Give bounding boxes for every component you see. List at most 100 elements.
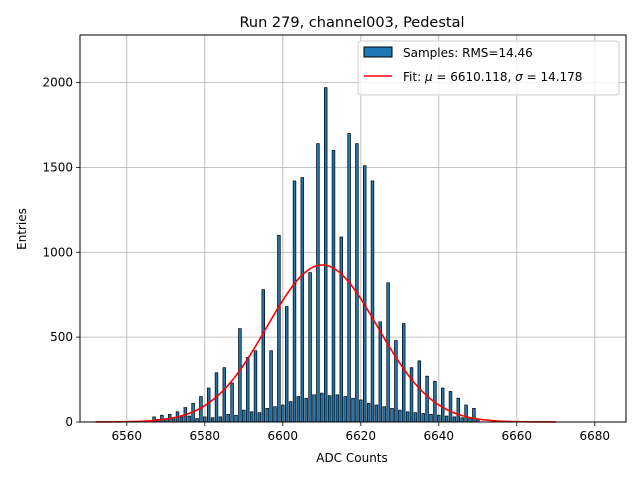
- histogram-bar: [281, 404, 285, 423]
- histogram-bar: [253, 350, 258, 423]
- histogram-bar: [409, 367, 414, 423]
- histogram-bar: [382, 406, 386, 423]
- legend: Samples: RMS=14.46 Fit: μ = 6610.118, σ …: [357, 40, 620, 96]
- histogram-bar: [374, 404, 379, 423]
- histogram-bar: [401, 323, 406, 423]
- histogram-bar: [226, 414, 230, 423]
- histogram-bar: [257, 412, 262, 423]
- y-tick-label: 1500: [42, 160, 73, 174]
- histogram-bar: [366, 402, 371, 423]
- histogram-bar: [160, 414, 164, 423]
- histogram-bar: [335, 394, 340, 423]
- histogram-bar: [343, 396, 347, 423]
- histogram-bar: [292, 180, 297, 423]
- histogram-bar: [394, 340, 398, 423]
- histogram-bar: [359, 399, 363, 423]
- x-tick-label: 6580: [190, 429, 221, 443]
- histogram-bar: [222, 367, 227, 423]
- histogram-bar: [425, 375, 429, 423]
- histogram-bar: [210, 417, 215, 423]
- histogram-bar: [413, 412, 418, 423]
- y-tick-label: 1000: [42, 245, 73, 259]
- histogram-bar: [421, 413, 425, 423]
- histogram-bar: [230, 382, 234, 423]
- x-tick-label: 6620: [346, 429, 377, 443]
- histogram-bar: [378, 321, 383, 423]
- histogram-bar: [273, 406, 277, 423]
- x-axis-ticks: 6560 6580 6600 6620 6640 6660 6680: [112, 422, 611, 443]
- legend-mu-symbol: μ: [424, 70, 433, 84]
- y-axis-ticks: 0 500 1000 1500 2000: [42, 76, 80, 429]
- x-axis-label: ADC Counts: [316, 451, 388, 465]
- histogram-bar: [288, 401, 293, 423]
- chart-title: Run 279, channel003, Pedestal: [239, 15, 464, 31]
- x-tick-label: 6560: [112, 429, 143, 443]
- histogram-bar: [249, 411, 254, 423]
- grid-lines: [80, 35, 626, 423]
- histogram-bar: [456, 397, 461, 423]
- legend-sigma-symbol: σ: [515, 70, 523, 84]
- histogram-bar: [429, 414, 433, 423]
- histogram-bar: [437, 414, 441, 423]
- histogram-bar: [417, 360, 422, 423]
- histogram-bar: [370, 180, 375, 423]
- histogram-bar: [327, 395, 332, 423]
- histogram-bar: [261, 289, 266, 423]
- histogram-bar: [320, 392, 324, 423]
- legend-sigma-value: = 14.178: [523, 70, 583, 84]
- histogram-bar: [448, 391, 453, 423]
- histogram-bar: [238, 328, 242, 423]
- histogram-bar: [472, 408, 476, 423]
- histogram-bar: [206, 387, 211, 423]
- plot-frame: [79, 34, 627, 423]
- histogram-bar: [398, 409, 402, 423]
- histogram-bar: [355, 143, 359, 423]
- legend-box: [357, 40, 620, 96]
- histogram-bar: [405, 411, 410, 423]
- histogram-bar: [339, 236, 344, 423]
- histogram-bar: [386, 282, 390, 423]
- histogram-bar: [316, 143, 320, 423]
- histogram-bar: [195, 418, 199, 423]
- gaussian-fit-line: [95, 264, 556, 423]
- histogram-bar: [245, 357, 250, 423]
- histogram-bar: [304, 397, 308, 423]
- y-tick-label: 2000: [42, 76, 73, 90]
- histogram-bar: [440, 387, 445, 423]
- histogram-bar: [218, 416, 223, 423]
- histogram-bar: [323, 87, 328, 423]
- legend-fit-prefix: Fit:: [403, 70, 425, 84]
- histogram-bar: [362, 165, 367, 423]
- histogram-bar: [351, 397, 355, 423]
- histogram-bar: [234, 414, 238, 423]
- histogram-bar: [187, 415, 191, 423]
- y-tick-label: 500: [50, 330, 73, 344]
- x-tick-label: 6640: [424, 429, 455, 443]
- legend-samples-swatch: [363, 46, 393, 58]
- legend-samples-label: Samples: RMS=14.46: [403, 46, 533, 60]
- histogram-bar: [265, 408, 269, 423]
- y-tick-label: 0: [65, 415, 73, 429]
- histogram-bar: [179, 416, 184, 423]
- histogram-bar: [308, 272, 312, 423]
- histogram-bar: [390, 408, 394, 423]
- histogram-bar: [242, 409, 246, 423]
- histogram-bar: [468, 418, 472, 423]
- legend-fit-label: Fit: μ = 6610.118, σ = 14.178: [403, 70, 582, 84]
- histogram-bar: [464, 404, 468, 423]
- histogram-bar: [331, 150, 336, 423]
- y-axis-label: Entries: [15, 208, 29, 250]
- histogram-bar: [460, 417, 464, 423]
- histogram-bar: [444, 415, 449, 423]
- histogram-bar: [277, 234, 281, 423]
- histogram-bar: [203, 416, 207, 423]
- histogram-bar: [312, 394, 316, 423]
- histogram-bar: [284, 306, 289, 423]
- histogram-bar: [300, 177, 305, 423]
- x-tick-label: 6680: [580, 429, 611, 443]
- x-tick-label: 6660: [502, 429, 533, 443]
- histogram-bars: [152, 87, 480, 423]
- histogram-bar: [296, 396, 301, 423]
- legend-mu-value: = 6610.118,: [433, 70, 516, 84]
